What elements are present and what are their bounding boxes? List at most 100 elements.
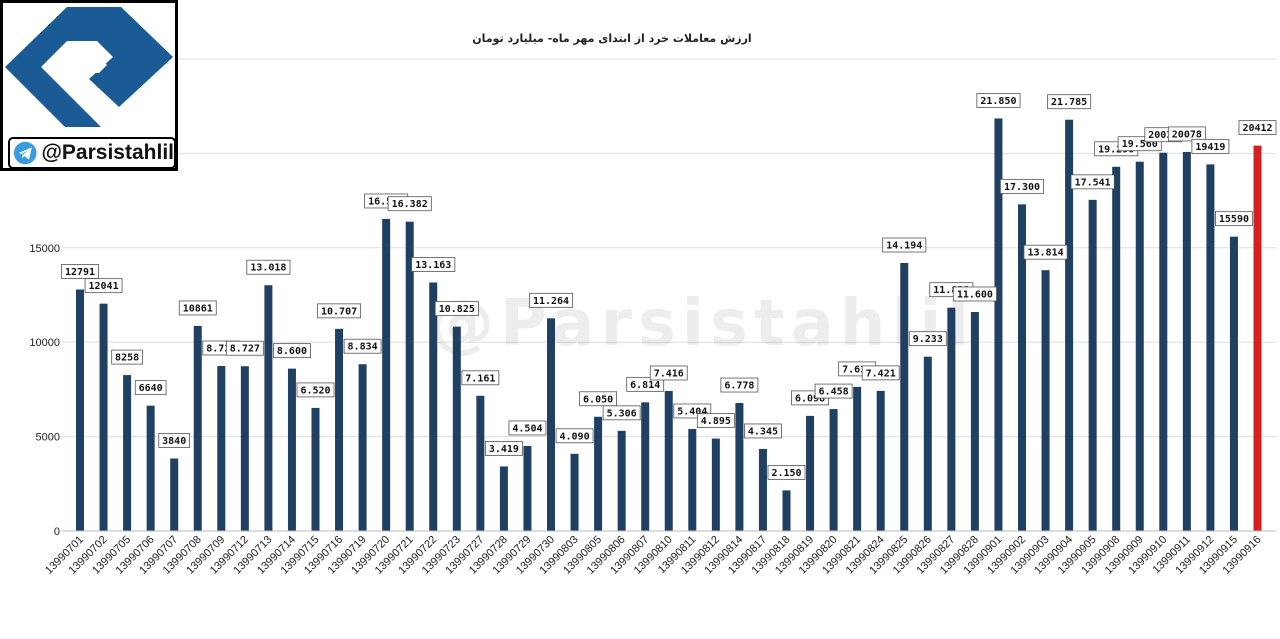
data-label-box <box>317 303 362 319</box>
data-label-box <box>434 301 479 317</box>
data-label-text: 6.778 <box>724 381 754 392</box>
bar <box>829 409 838 531</box>
data-label: 12791 <box>61 264 99 279</box>
data-label-text: 5.306 <box>607 408 637 419</box>
data-label-box <box>343 338 382 354</box>
bar <box>994 118 1003 532</box>
data-label-text: 2.150 <box>771 468 801 479</box>
data-label-box <box>246 259 291 275</box>
data-label-text: 16.382 <box>392 199 428 210</box>
data-label-box <box>1191 138 1230 154</box>
data-label: 6.520 <box>296 382 335 398</box>
data-label-box <box>461 370 500 386</box>
data-label-text: 11.828 <box>933 285 969 296</box>
bar <box>1253 145 1262 531</box>
y-axis-ticks: 0 5000 10000 15000 <box>29 243 60 538</box>
data-label: 21.785 <box>1047 94 1092 110</box>
data-label-text: 6.098 <box>795 393 825 404</box>
data-label: 14.194 <box>882 237 927 253</box>
data-label-box <box>882 237 927 253</box>
data-label: 7.161 <box>461 370 500 386</box>
bar <box>641 402 650 531</box>
data-label-box <box>579 391 617 407</box>
data-label: 17.541 <box>1070 174 1115 190</box>
data-label: 13.814 <box>1023 244 1068 260</box>
bar <box>264 285 273 531</box>
data-label-text: 20412 <box>1242 123 1272 134</box>
bar <box>970 311 979 531</box>
data-label: 9.233 <box>908 331 947 347</box>
data-label: 10861 <box>178 300 217 316</box>
data-label: 20412 <box>1238 120 1277 136</box>
data-label: 7.416 <box>649 365 688 381</box>
data-label: 7.421 <box>861 365 900 381</box>
data-label: 17.300 <box>1000 178 1045 194</box>
data-label-box <box>1238 120 1277 136</box>
bar <box>1065 119 1074 531</box>
data-label-box <box>296 382 335 398</box>
data-label-text: 8.600 <box>277 346 307 357</box>
data-label: 6.814 <box>626 376 665 392</box>
data-label-text: 8258 <box>115 353 139 364</box>
data-label-text: 17.300 <box>1004 182 1040 193</box>
data-label-box <box>1047 94 1092 110</box>
data-label-text: 3840 <box>162 436 186 447</box>
data-label: 15590 <box>1215 211 1253 227</box>
data-label: 4.090 <box>555 428 594 444</box>
data-label-box <box>273 343 311 359</box>
data-label-box <box>1000 178 1045 194</box>
bar <box>1206 164 1215 532</box>
bar <box>923 356 932 531</box>
data-label-box <box>908 331 947 347</box>
y-tick-label: 10000 <box>29 337 60 349</box>
chart-title: ارزش معاملات خرد از ابتدای مهر ماه- میلی… <box>472 32 751 45</box>
data-label-text: 4.345 <box>748 426 778 437</box>
data-label: 8258 <box>111 349 143 365</box>
bar <box>335 328 344 531</box>
telegram-handle-box[interactable]: @Parsistahlil <box>8 137 176 169</box>
data-label: 3.419 <box>484 441 523 456</box>
data-label-box <box>529 292 574 308</box>
data-label-box <box>744 423 782 439</box>
data-label-text: 12041 <box>88 281 118 292</box>
data-label-box <box>158 433 191 448</box>
data-label-box <box>387 196 432 212</box>
data-label: 3840 <box>158 433 191 448</box>
bar <box>1135 161 1144 531</box>
data-label-text: 11.600 <box>957 289 993 300</box>
bar <box>806 415 815 531</box>
bar <box>782 490 791 531</box>
data-label-text: 13.163 <box>415 260 451 271</box>
data-label: 11.264 <box>529 292 574 308</box>
data-label-text: 7.416 <box>654 368 684 379</box>
data-label-text: 7.421 <box>866 368 896 379</box>
bar <box>170 458 179 531</box>
data-label-text: 7.633 <box>842 364 872 375</box>
data-label: 13.018 <box>246 259 291 275</box>
bar <box>711 438 720 531</box>
bar <box>594 416 603 531</box>
data-label-box <box>952 286 997 302</box>
bar <box>1182 151 1191 531</box>
bar <box>405 221 414 532</box>
bar <box>193 325 202 531</box>
data-label: 20078 <box>1167 126 1206 142</box>
bars <box>76 118 1262 532</box>
data-label-box <box>555 428 594 444</box>
data-label-text: 4.090 <box>559 431 589 442</box>
data-label-box <box>602 405 641 421</box>
data-label-box <box>976 93 1021 108</box>
data-label-text: 19.560 <box>1122 139 1158 150</box>
data-label-text: 17.541 <box>1075 177 1111 188</box>
data-label-text: 8.834 <box>348 342 378 353</box>
data-label-text: 14.194 <box>886 241 922 252</box>
data-label-text: 19.290 <box>1098 144 1134 155</box>
bar <box>570 453 579 531</box>
data-label-box <box>626 376 665 392</box>
bar <box>452 326 461 531</box>
data-label-text: 8.727 <box>230 344 260 355</box>
data-label: 8.834 <box>343 338 382 354</box>
data-label-text: 16.527 <box>368 196 404 207</box>
